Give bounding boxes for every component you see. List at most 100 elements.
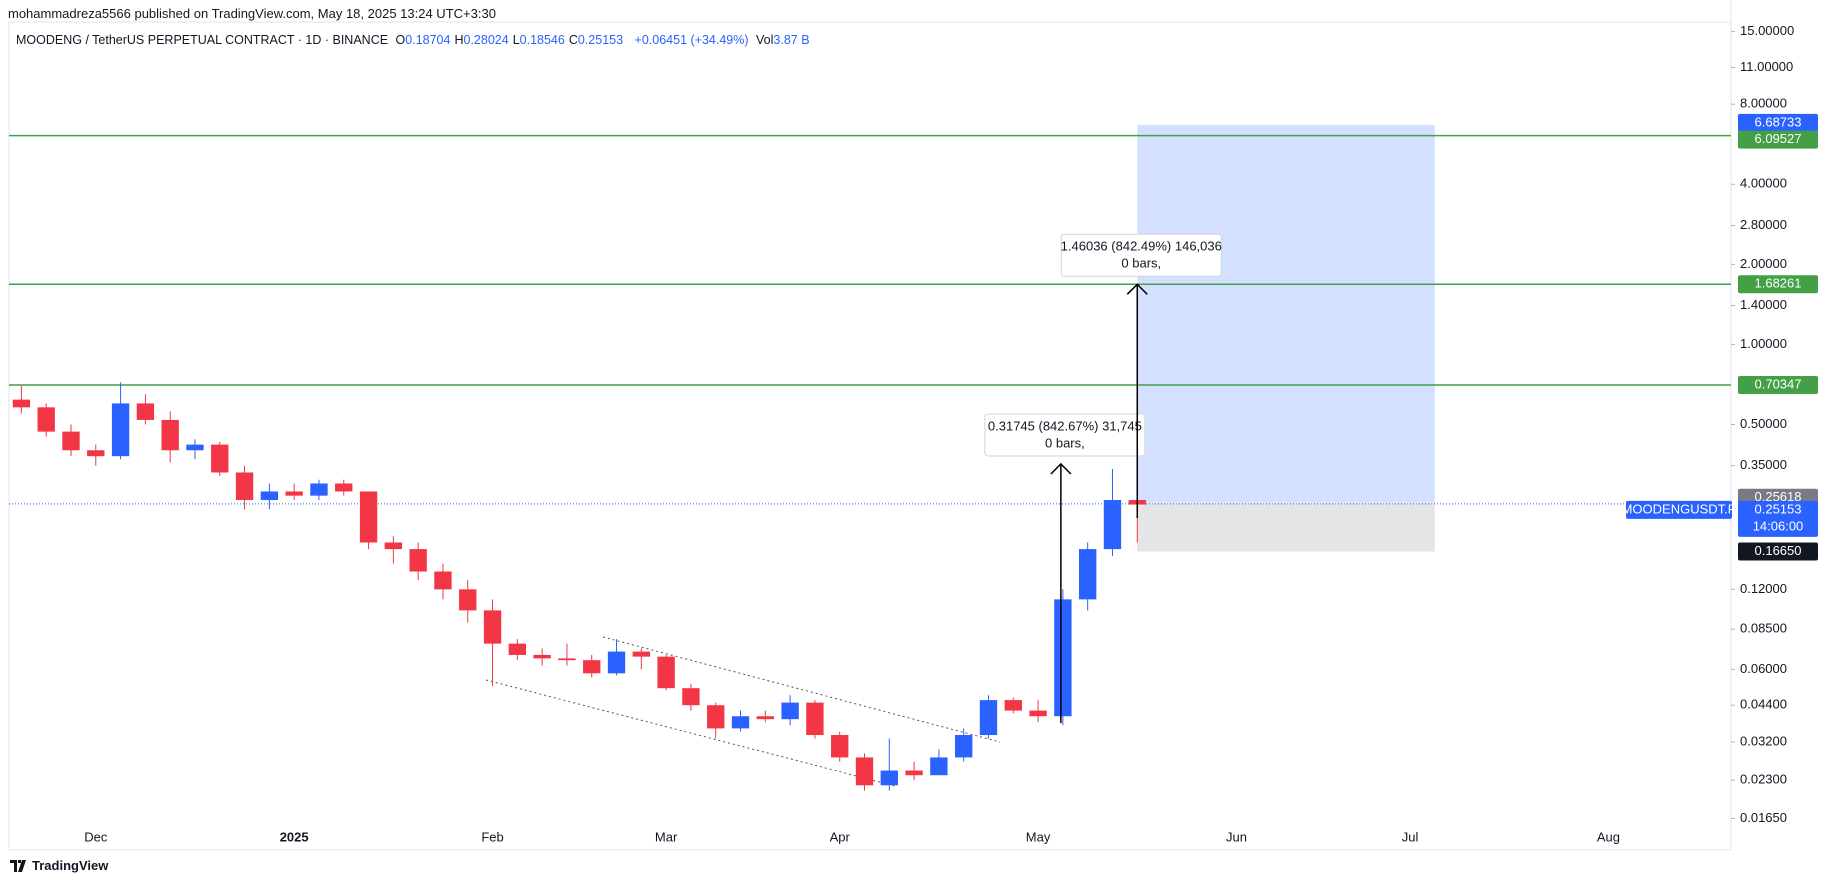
brand: TradingView [32,858,109,873]
candle-body [459,589,477,611]
candle-body [186,444,204,451]
candle-body [979,700,998,736]
measure-label: 0.31745 (842.67%) 31,745 [988,418,1142,433]
measure-bars: 0 bars, [1121,256,1161,271]
x-tick-label: Dec [84,829,108,844]
candle-body [111,403,130,457]
y-tick-label: 0.01650 [1740,810,1787,825]
symbol-tag-label: MOODENGUSDT.P [1622,501,1737,516]
y-tick-label: 0.50000 [1740,416,1787,431]
logo [10,859,26,872]
candle-body [607,651,626,674]
y-tick-label: 2.80000 [1740,217,1787,232]
candle-body [583,660,601,674]
measure-label: 1.46036 (842.49%) 146,036 [1061,239,1222,254]
candle-body [756,716,774,720]
y-tick-label: 11.00000 [1740,59,1793,74]
ohlc-value: 0.18546 [519,33,565,47]
x-tick-label: Apr [830,829,851,844]
stop-zone [1137,501,1435,552]
y-tick-label: 0.04400 [1740,697,1787,712]
price-tag [1738,275,1818,294]
y-tick-label: 0.06000 [1740,661,1787,676]
measure-arrowhead [1050,462,1072,475]
y-tick-label: 0.03200 [1740,733,1787,748]
candle-body [955,735,973,758]
symbol: MOODENG / TetherUS PERPETUAL CONTRACT · … [16,33,389,47]
price-tag [1738,130,1818,149]
candle-body [359,491,378,543]
candle-body [1029,710,1047,717]
channel-upper [602,636,1001,743]
candle-body [136,403,155,420]
candle-body [1103,500,1122,550]
y-tick-label: 0.08500 [1740,621,1787,636]
price-tag-label: 0.25618 [1755,489,1802,504]
candle-body [37,407,55,432]
candle-body [682,688,700,706]
price-tag [1738,500,1818,537]
ohlc-key: C [568,33,578,47]
candle-body [855,757,874,786]
x-tick-label: Jun [1226,829,1247,844]
candle-body [632,651,651,657]
price-tag-label: 0.16650 [1755,543,1802,558]
candle-body [831,735,849,758]
price-tag [1738,376,1818,395]
ohlc-key: H [454,33,464,47]
candle-body [310,483,328,496]
candle-body [335,483,353,492]
ohlc-value: 0.25153 [577,33,624,47]
candle-body [211,444,229,473]
candle-body [880,770,898,786]
candle-body [508,643,527,655]
measure-arrowhead [1126,283,1148,295]
y-tick-label: 1.40000 [1740,297,1787,312]
ohlc-value: 0.28024 [463,33,509,47]
candle-body [1078,549,1097,600]
y-tick-label: 8.00000 [1740,96,1787,111]
candle-body [731,716,750,729]
candle-body [235,472,254,501]
candle-body [1004,700,1022,711]
candle-body [384,542,403,550]
x-tick-label: Feb [481,829,503,844]
y-tick-label: 2.00000 [1740,256,1787,271]
footer: TradingView [10,858,108,873]
countdown: 14:06:00 [1753,518,1804,533]
plot-frame [8,21,1732,851]
ohlc-key: O [395,33,406,47]
candle-body [905,770,923,776]
change: +0.06451 (+34.49%) [634,33,749,47]
x-tick-label: Aug [1597,829,1620,844]
candle-body [781,702,799,720]
target-zone [1137,124,1435,502]
candle-body [657,656,675,689]
ohlc-value: 0.18704 [405,33,451,47]
candle-body [533,654,551,659]
y-tick-label: 0.12000 [1740,581,1787,596]
price-tag-label: 0.25153 [1755,501,1802,516]
candle-body [707,705,725,729]
candle-body [483,610,502,644]
candle-body [62,431,80,451]
ohlc-key: L [512,33,520,47]
legend: MOODENG / TetherUS PERPETUAL CONTRACT · … [16,33,814,47]
candle-body [409,549,427,572]
ohlc: O0.18704 H0.28024 L0.18546 C0.25153 [396,33,628,47]
y-tick-label: 4.00000 [1740,176,1787,191]
candle-body [1054,599,1072,717]
channel-lower [485,679,896,787]
candle-body [87,450,105,457]
x-tick-label: Jul [1402,829,1419,844]
measure-box [1060,233,1222,277]
price-tag-label: 1.68261 [1755,276,1802,291]
candle-body [161,419,179,451]
x-tick-label: May [1026,829,1051,844]
measure-bars: 0 bars, [1045,435,1085,450]
x-tick-label: 2025 [280,829,309,844]
candle-body [12,399,31,408]
volume: 3.87 B [773,33,810,47]
